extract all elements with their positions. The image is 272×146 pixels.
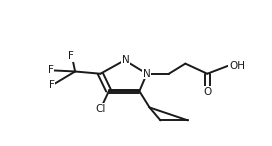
- Text: N: N: [122, 55, 129, 65]
- Text: Cl: Cl: [95, 104, 106, 114]
- Text: O: O: [203, 87, 211, 97]
- Text: OH: OH: [229, 61, 245, 71]
- Text: F: F: [68, 51, 74, 61]
- Text: N: N: [143, 69, 151, 79]
- Text: F: F: [49, 80, 54, 90]
- Text: F: F: [48, 65, 54, 75]
